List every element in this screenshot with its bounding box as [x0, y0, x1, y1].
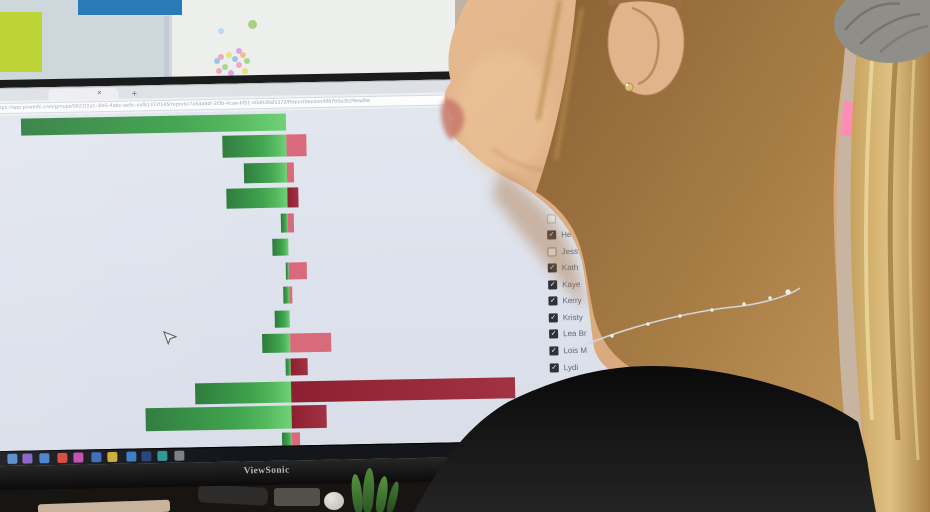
earring-sparkle	[625, 83, 629, 87]
scrunchie-fold	[859, 12, 921, 45]
wall-blue-stripe	[78, 0, 182, 15]
confetti-decoration	[218, 28, 224, 34]
wall-lime-square	[0, 12, 42, 72]
powerbi-report-canvas: ✓ He Jess ✓ Kath ✓ Kaye ✓ Kerry ✓ Kristy ✓ Lea Br ✓ Lo…	[0, 103, 650, 452]
smile-crease	[491, 147, 545, 171]
ear	[607, 0, 685, 96]
necklace-beads	[610, 289, 791, 338]
ear-inner-curve	[631, 6, 660, 86]
necklace-chain	[581, 287, 801, 347]
hair-wisp	[536, 0, 562, 121]
hair-wisp	[554, 7, 584, 161]
mouse-cursor	[163, 331, 178, 345]
ponytail-shadow-strand	[887, 49, 901, 441]
scrunchie-fold	[844, 2, 901, 31]
scrunchie-fold	[879, 24, 929, 53]
desk-item-gray	[274, 488, 320, 506]
lips	[441, 98, 465, 140]
wall-gap-behind-hair	[836, 36, 872, 512]
hair-over-ear	[607, 0, 684, 11]
green-dot-decoration	[248, 20, 257, 29]
ponytail-highlight	[908, 59, 920, 461]
ponytail-highlight	[864, 59, 874, 421]
monitor: × + https://app.powerbi.com/groups/0621f…	[0, 67, 650, 491]
person-hair	[536, 0, 864, 512]
desk-item-ball	[324, 492, 344, 510]
neck-shadow	[492, 170, 586, 310]
black-shirt-shoulder	[414, 366, 880, 512]
wall-seam	[164, 16, 169, 78]
cheek-highlight	[456, 50, 552, 174]
